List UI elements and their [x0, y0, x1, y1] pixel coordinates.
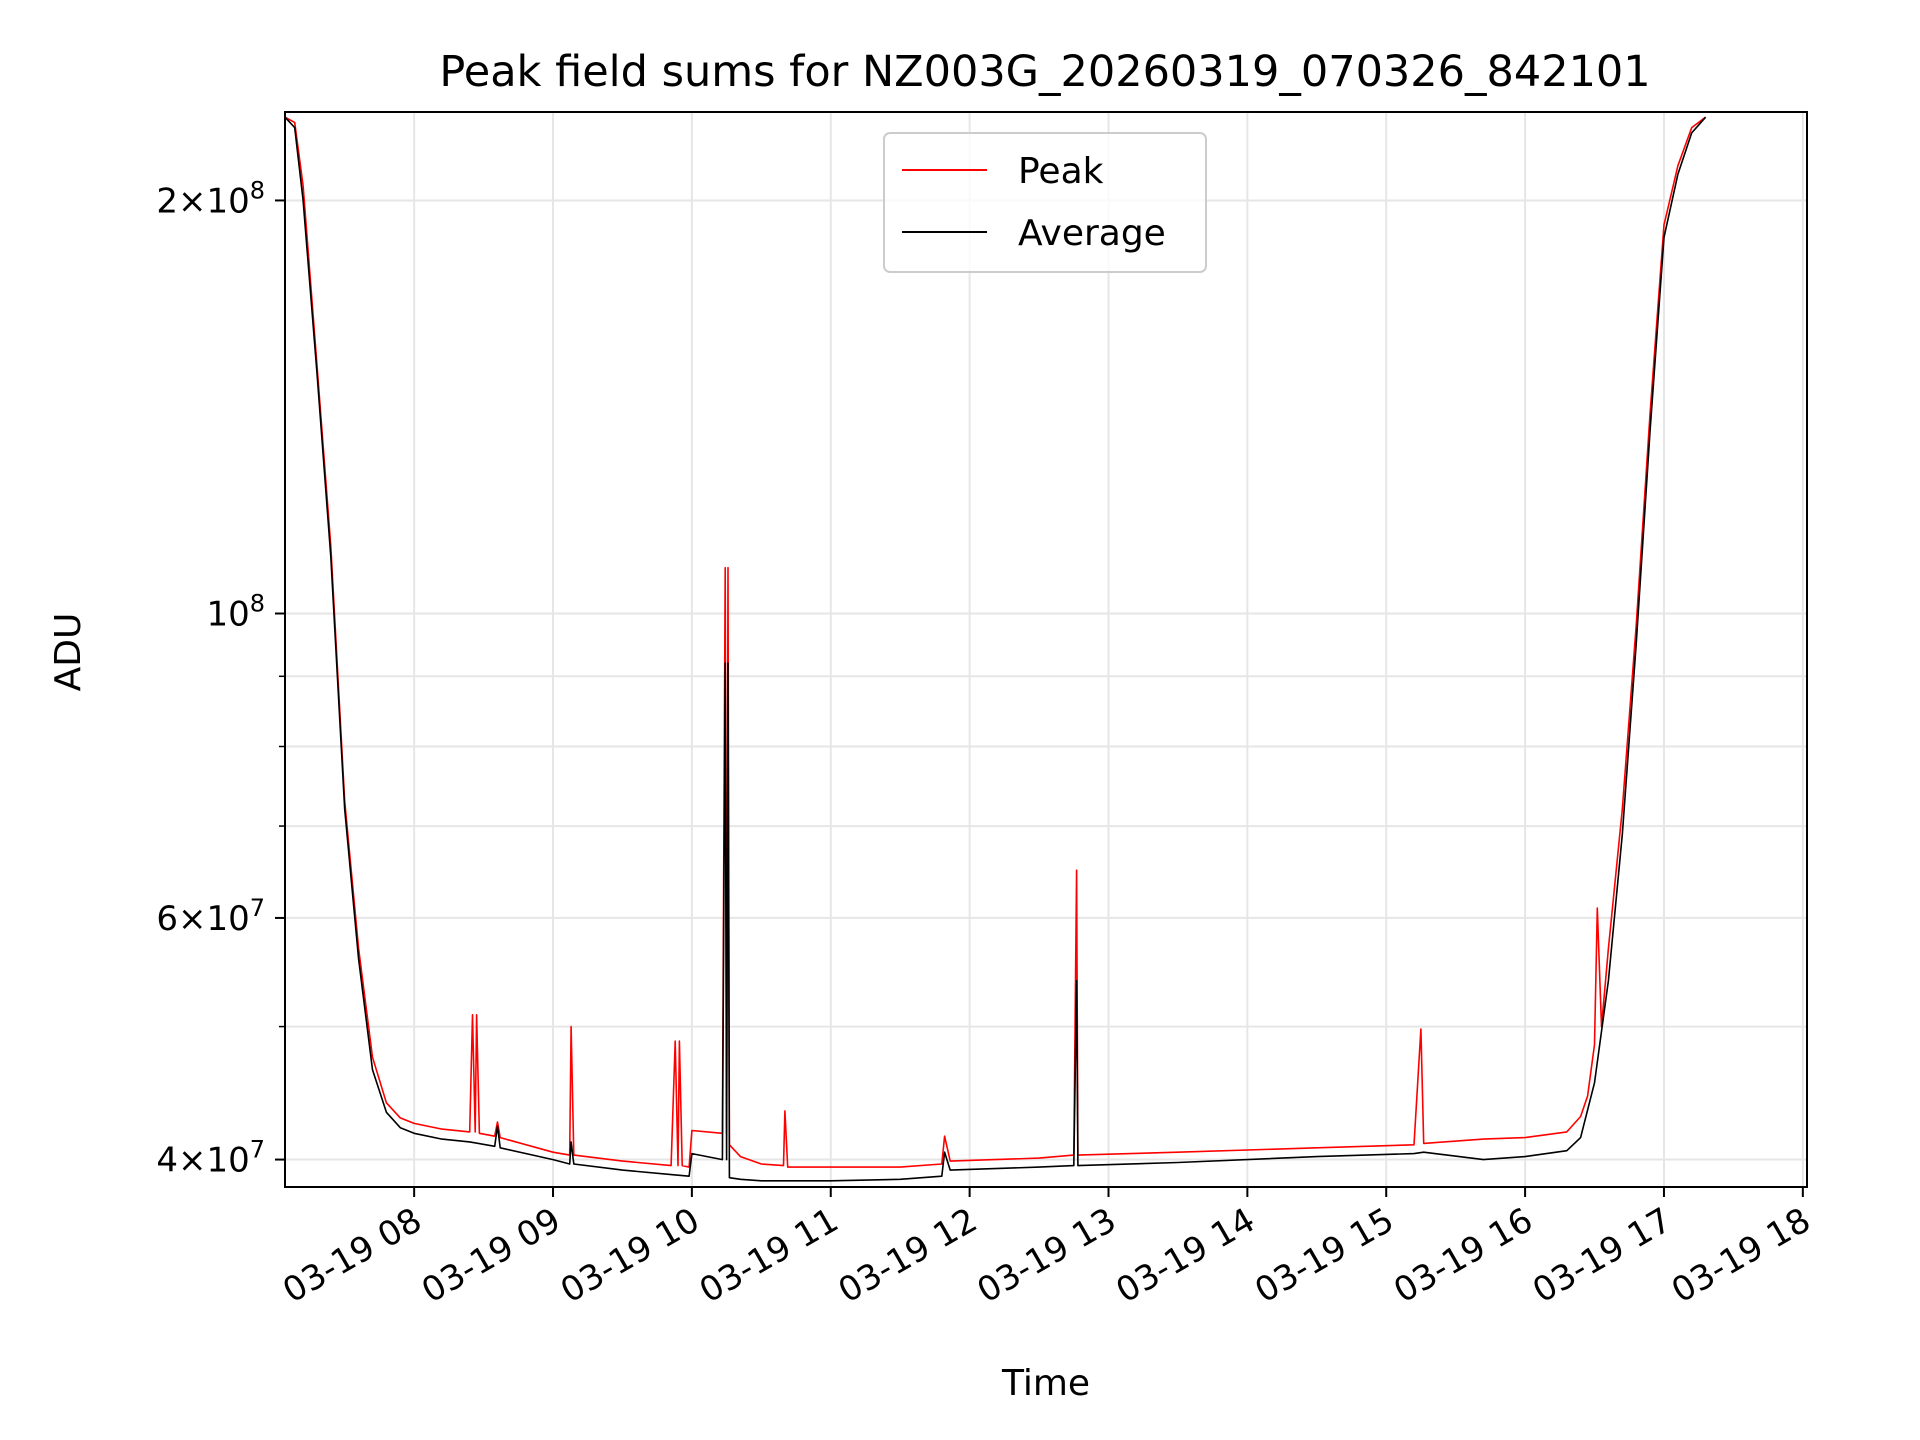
legend-label-peak: Peak — [1018, 151, 1104, 192]
series-layer — [284, 116, 1707, 1182]
y-tick-label: 4×107 — [156, 1136, 265, 1181]
legend-label-average: Average — [1018, 213, 1166, 254]
series-line-average — [284, 116, 1707, 1182]
legend-box — [883, 132, 1207, 273]
y-tick-label: 6×107 — [156, 894, 265, 939]
x-axis-label: Time — [1001, 1363, 1090, 1404]
grid — [285, 112, 1807, 1187]
y-tick-label: 108 — [206, 590, 265, 635]
y-tick-label: 2×108 — [156, 176, 265, 221]
y-axis-label: ADU — [48, 613, 89, 692]
chart-title: Peak field sums for NZ003G_20260319_0703… — [439, 47, 1650, 97]
legend: Peak Average — [883, 132, 1207, 273]
plot-frame — [284, 111, 1808, 1188]
